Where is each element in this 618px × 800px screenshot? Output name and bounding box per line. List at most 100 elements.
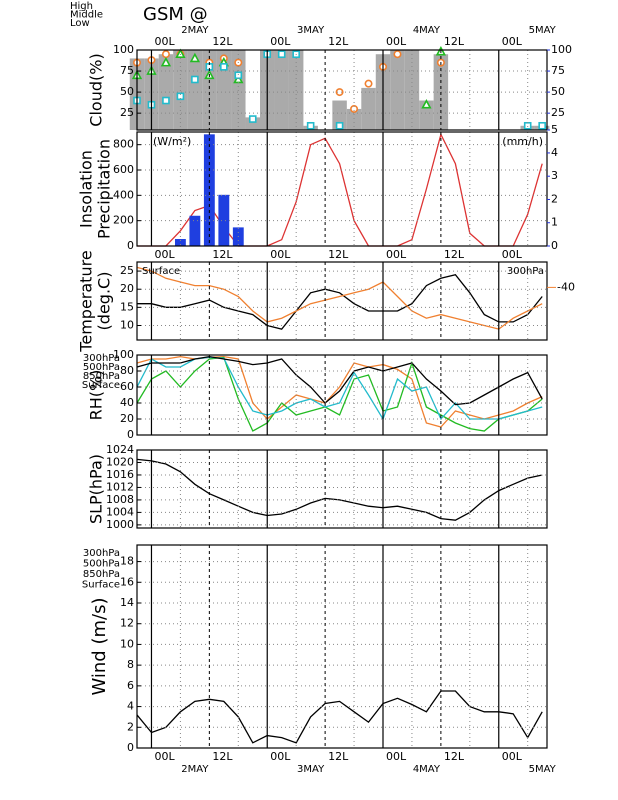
legend-entry: 300hPa <box>83 548 120 559</box>
y-tick-label: 100 <box>113 348 134 361</box>
y-tick-label: 40 <box>120 396 134 409</box>
line <box>136 690 543 744</box>
y2-tick-label: 25 <box>551 106 565 119</box>
line <box>136 355 543 406</box>
y-tick-label: 800 <box>113 138 134 151</box>
plot-frame <box>136 449 548 529</box>
x-tick-label: 12L <box>212 35 233 48</box>
marker <box>277 50 286 59</box>
y-tick-label: 1008 <box>106 493 134 506</box>
y-tick-label: 14 <box>120 596 134 609</box>
y-tick-label: 2 <box>127 720 134 733</box>
marker <box>162 96 170 105</box>
y-tick-label: 0 <box>127 741 134 754</box>
x-tick-label: 12L <box>328 750 349 763</box>
y-tick-label: 0 <box>127 428 134 441</box>
line <box>136 356 543 432</box>
y-axis-title: Cloud(%) <box>87 53 106 126</box>
y2-tick-label: 100 <box>551 43 572 56</box>
legend-entry: Surface <box>82 380 120 391</box>
y-tick-label: 20 <box>120 412 134 425</box>
x-tick-label: 00L <box>270 248 291 261</box>
legend-entry: 850hPa <box>83 371 120 382</box>
y-tick-label: 75 <box>120 64 134 77</box>
legend-entry: 500hPa <box>83 362 120 373</box>
marker <box>393 50 402 59</box>
date-label: 2MAY <box>181 764 209 775</box>
y-tick-label: 10 <box>120 318 134 331</box>
y-tick-label: 100 <box>113 43 134 56</box>
marker <box>335 88 344 97</box>
line <box>137 273 543 330</box>
marker <box>538 121 546 130</box>
bar <box>189 215 201 246</box>
title: GSM @ <box>143 4 208 25</box>
y-tick-label: 16 <box>120 575 134 588</box>
x-tick-label: 00L <box>270 750 291 763</box>
x-tick-label: 12L <box>212 248 233 261</box>
y2-tick-label: 5 <box>551 123 558 136</box>
series-label: Surface <box>142 266 180 277</box>
y2-tick-label: 75 <box>551 64 565 77</box>
unit-label: (mm/h) <box>502 135 543 148</box>
y-tick-label: 50 <box>120 85 134 98</box>
y-axis-title: RH(%) <box>87 370 106 421</box>
plot-frame <box>136 49 548 131</box>
marker <box>421 99 432 109</box>
y-tick-label: 10 <box>120 637 134 650</box>
y-tick-label: 0 <box>127 239 134 252</box>
y-axis-title: Precipitation <box>95 139 114 239</box>
line <box>136 266 543 330</box>
y-tick-label: 80 <box>120 364 134 377</box>
y-tick-label: 15 <box>120 300 134 313</box>
y2-tick-label: 50 <box>551 85 565 98</box>
plot-frame <box>136 544 548 749</box>
marker <box>160 56 172 67</box>
legend-entry: 300hPa <box>83 353 120 364</box>
x-tick-label: 00L <box>154 750 175 763</box>
x-tick-label: 00L <box>386 750 407 763</box>
marker <box>523 121 532 130</box>
marker <box>220 63 228 71</box>
legend-entry: 500hPa <box>83 559 120 570</box>
y2-tick-label: 0 <box>551 239 558 252</box>
y-tick-label: 1000 <box>106 518 134 531</box>
x-tick-label: 12L <box>444 750 465 763</box>
x-tick-label: 12L <box>328 35 349 48</box>
marker <box>161 50 170 59</box>
marker <box>335 121 344 130</box>
x-tick-label: 12L <box>444 35 465 48</box>
legend-entry: Low <box>70 18 90 29</box>
x-tick-label: 00L <box>154 248 175 261</box>
x-tick-label: 00L <box>270 35 291 48</box>
x-tick-label: 00L <box>502 248 523 261</box>
y-tick-label: 25 <box>120 264 134 277</box>
x-tick-label: 12L <box>444 248 465 261</box>
y-axis-title: SLP(hPa) <box>87 454 106 524</box>
date-label: 4MAY <box>413 25 441 36</box>
marker <box>234 71 243 80</box>
y-axis-title: Wind (m/s) <box>89 598 110 696</box>
marker <box>189 52 201 63</box>
y-tick-label: 1020 <box>106 455 134 468</box>
y-tick-label: 200 <box>113 214 134 227</box>
legend-entry: High <box>70 1 93 12</box>
marker <box>306 121 315 130</box>
line <box>136 356 543 421</box>
y2-tick-label: 2 <box>551 192 558 205</box>
y-tick-label: 8 <box>127 658 134 671</box>
y2-tick-label: -40 <box>557 280 575 293</box>
bar <box>218 194 230 246</box>
date-label: 3MAY <box>297 764 325 775</box>
bar <box>361 87 376 130</box>
y-tick-label: 12 <box>120 617 134 630</box>
legend-entry: 850hPa <box>83 569 120 580</box>
line <box>136 458 543 521</box>
bar <box>187 50 203 130</box>
y-axis-title: Insolation <box>77 150 96 228</box>
legend-entry: Surface <box>82 580 120 591</box>
marker <box>364 79 373 88</box>
x-tick-label: 00L <box>502 35 523 48</box>
